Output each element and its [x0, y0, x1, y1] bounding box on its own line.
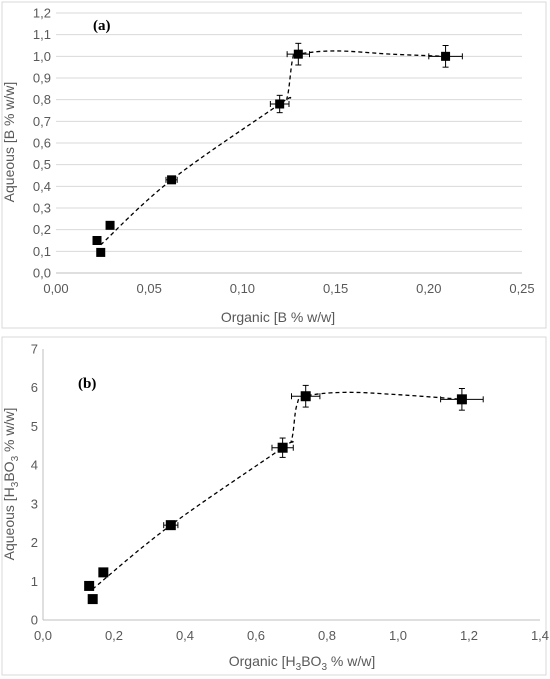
square-marker: [441, 51, 451, 61]
y-tick-label: 6: [31, 380, 38, 395]
data-point: [291, 384, 321, 408]
chart-b: 0 1 2 3 4 5 6 7 0,0 0,2 0,4 0,6 0,8 1,0 1,2 1,4 (b) Org…: [1, 336, 549, 676]
data-point: [271, 437, 294, 458]
data-point: [96, 247, 106, 257]
data-point: [87, 594, 98, 605]
chart-a-trend-line: [100, 50, 446, 246]
y-tick-label: 0,2: [33, 222, 51, 237]
chart-b-points: [84, 384, 484, 605]
y-tick-label: 5: [31, 419, 38, 434]
x-tick-label: 0,05: [137, 281, 162, 296]
x-tick-label: 1,0: [389, 628, 407, 643]
square-marker: [87, 594, 98, 605]
square-marker: [277, 442, 288, 453]
data-point: [269, 94, 290, 114]
x-tick-label: 0,2: [105, 628, 123, 643]
y-tick-label: 0,9: [33, 71, 51, 86]
y-tick-label: 3: [31, 496, 38, 511]
chart-a-gridlines: [56, 12, 522, 252]
y-tick-label: 0,4: [33, 179, 51, 194]
chart-a-y-axis-label: Aqueous [B % w/w]: [1, 82, 17, 203]
y-tick-label: 1: [31, 574, 38, 589]
square-marker: [105, 220, 115, 230]
y-tick-label: 0,1: [33, 244, 51, 259]
y-tick-label: 0,7: [33, 114, 51, 129]
chart-b-y-axis-label: Aqueous [H3BO3 % w/w]: [1, 408, 21, 561]
square-marker: [293, 49, 303, 59]
x-tick-label: 0,0: [34, 628, 52, 643]
data-point: [105, 220, 115, 230]
chart-b-frame: [1, 336, 547, 676]
square-marker: [96, 247, 106, 257]
x-tick-label: 0,10: [230, 281, 255, 296]
square-marker: [300, 391, 311, 402]
x-tick-label: 0,15: [323, 281, 348, 296]
chart-a-panel-label: (a): [93, 18, 111, 34]
chart-a: 0,0 0,1 0,2 0,3 0,4 0,5 0,6 0,7 0,8 0,9 1,0 1,1 1,2 0…: [1, 1, 547, 329]
y-tick-label: 0,5: [33, 157, 51, 172]
square-marker: [92, 236, 102, 245]
data-point: [92, 236, 102, 245]
square-marker: [165, 520, 176, 531]
chart-b-panel-label: (b): [78, 376, 96, 392]
square-marker: [84, 580, 95, 591]
y-tick-label: 0,6: [33, 136, 51, 151]
data-point: [163, 520, 179, 531]
y-tick-label: 0,3: [33, 201, 51, 216]
chart-b-x-axis-label: Organic [H3BO3 % w/w]: [229, 653, 376, 673]
chart-a-points: [92, 42, 463, 257]
chart-a-x-axis-label: Organic [B % w/w]: [221, 309, 335, 325]
y-tick-label: 1,0: [33, 49, 51, 64]
y-tick-label: 7: [31, 342, 38, 357]
x-tick-label: 0,4: [176, 628, 194, 643]
chart-a-tick-labels: 0,0 0,1 0,2 0,3 0,4 0,5 0,6 0,7 0,8 0,9 1,0 1,1 1,2 0…: [33, 6, 535, 297]
y-tick-label: 2: [31, 535, 38, 550]
data-point: [98, 567, 109, 578]
y-tick-label: 1,1: [33, 27, 51, 42]
chart-b-trend-line: [92, 391, 462, 590]
square-marker: [456, 394, 467, 405]
chart-b-tick-labels: 0 1 2 3 4 5 6 7 0,0 0,2 0,4 0,6 0,8 1,0 1,2 1,4: [31, 342, 549, 644]
square-marker: [98, 567, 109, 578]
x-tick-label: 0,25: [509, 281, 534, 296]
x-tick-label: 1,4: [531, 628, 549, 643]
square-marker: [167, 175, 177, 185]
data-point: [440, 387, 484, 411]
y-tick-label: 0,0: [33, 266, 51, 281]
data-point: [286, 42, 311, 66]
x-tick-label: 0,8: [318, 628, 336, 643]
chart-b-axes: [42, 349, 540, 621]
x-tick-label: 0,6: [247, 628, 265, 643]
y-tick-label: 1,2: [33, 6, 51, 21]
x-tick-label: 0,20: [416, 281, 441, 296]
x-tick-label: 0,00: [43, 281, 68, 296]
y-tick-label: 0: [31, 613, 38, 628]
data-point: [428, 45, 463, 68]
data-point: [165, 175, 178, 185]
square-marker: [275, 99, 285, 109]
data-point: [84, 580, 95, 591]
y-tick-label: 4: [31, 458, 38, 473]
y-tick-label: 0,8: [33, 92, 51, 107]
x-tick-label: 1,2: [460, 628, 478, 643]
